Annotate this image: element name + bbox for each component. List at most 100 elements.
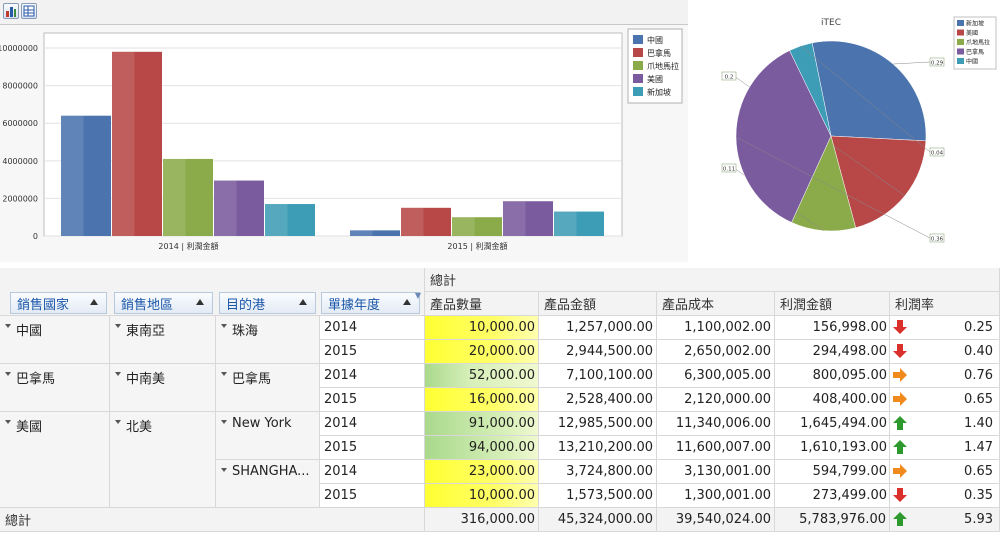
bar[interactable] xyxy=(61,115,111,236)
rate-cell[interactable]: 0.65 xyxy=(890,388,1000,412)
row-header-country[interactable]: 中國 xyxy=(0,316,110,364)
collapse-icon[interactable] xyxy=(115,372,121,376)
collapse-icon[interactable] xyxy=(221,468,227,472)
qty-cell[interactable]: 94,000.00 xyxy=(425,436,539,460)
collapse-icon[interactable] xyxy=(5,372,11,376)
profit-cell[interactable]: 156,998.00 xyxy=(775,316,890,340)
rate-cell[interactable]: 0.76 xyxy=(890,364,1000,388)
collapse-icon[interactable] xyxy=(221,420,227,424)
rate-cell[interactable]: 0.65 xyxy=(890,460,1000,484)
row-header-year[interactable]: 2014 xyxy=(320,412,425,436)
row-header-region[interactable]: 北美 xyxy=(110,412,216,508)
profit-cell[interactable]: 294,498.00 xyxy=(775,340,890,364)
amount-cell[interactable]: 1,573,500.00 xyxy=(539,484,657,508)
cost-cell[interactable]: 11,340,006.00 xyxy=(657,412,775,436)
amount-cell[interactable]: 1,257,000.00 xyxy=(539,316,657,340)
collapse-icon[interactable] xyxy=(115,420,121,424)
row-header-region[interactable]: 中南美 xyxy=(110,364,216,412)
bar[interactable] xyxy=(503,201,553,236)
cost-cell[interactable]: 1,100,002.00 xyxy=(657,316,775,340)
amount-cell[interactable]: 3,724,800.00 xyxy=(539,460,657,484)
total-amount[interactable]: 45,324,000.00 xyxy=(539,508,657,532)
row-header-year[interactable]: 2014 xyxy=(320,460,425,484)
bar-chart-icon[interactable] xyxy=(3,3,19,19)
bar[interactable] xyxy=(554,211,604,236)
qty-cell[interactable]: 52,000.00 xyxy=(425,364,539,388)
rate-cell[interactable]: 0.35 xyxy=(890,484,1000,508)
qty-cell[interactable]: 23,000.00 xyxy=(425,460,539,484)
collapse-icon[interactable] xyxy=(5,324,11,328)
collapse-icon[interactable] xyxy=(221,324,227,328)
sort-ascending-icon[interactable] xyxy=(299,299,307,305)
column-header[interactable]: 產品金額 xyxy=(539,292,657,316)
profit-cell[interactable]: 594,799.00 xyxy=(775,460,890,484)
column-header[interactable]: 產品數量 xyxy=(425,292,539,316)
bar[interactable] xyxy=(350,230,400,236)
row-header-year[interactable]: 2014 xyxy=(320,364,425,388)
collapse-icon[interactable] xyxy=(115,324,121,328)
qty-cell[interactable]: 10,000.00 xyxy=(425,484,539,508)
bar[interactable] xyxy=(401,207,451,236)
pie-slice[interactable] xyxy=(811,40,927,142)
row-header-country[interactable]: 美國 xyxy=(0,412,110,508)
total-rate[interactable]: 5.93 xyxy=(890,508,1000,532)
cost-cell[interactable]: 6,300,005.00 xyxy=(657,364,775,388)
column-header[interactable]: 產品成本 xyxy=(657,292,775,316)
row-header-port[interactable]: 巴拿馬 xyxy=(216,364,320,412)
qty-cell[interactable]: 20,000.00 xyxy=(425,340,539,364)
cost-cell[interactable]: 11,600,007.00 xyxy=(657,436,775,460)
profit-cell[interactable]: 408,400.00 xyxy=(775,388,890,412)
row-field-button[interactable]: 銷售地區 xyxy=(114,292,213,314)
cost-cell[interactable]: 3,130,001.00 xyxy=(657,460,775,484)
row-field-button[interactable]: 銷售國家 xyxy=(10,292,107,314)
qty-cell[interactable]: 91,000.00 xyxy=(425,412,539,436)
profit-cell[interactable]: 1,610,193.00 xyxy=(775,436,890,460)
profit-cell[interactable]: 800,095.00 xyxy=(775,364,890,388)
amount-cell[interactable]: 12,985,500.00 xyxy=(539,412,657,436)
row-header-country[interactable]: 巴拿馬 xyxy=(0,364,110,412)
bar[interactable] xyxy=(452,217,502,236)
row-field-button[interactable]: 目的港 xyxy=(219,292,316,314)
cost-cell[interactable]: 2,650,002.00 xyxy=(657,340,775,364)
total-profit[interactable]: 5,783,976.00 xyxy=(775,508,890,532)
row-header-year[interactable]: 2015 xyxy=(320,484,425,508)
qty-cell[interactable]: 16,000.00 xyxy=(425,388,539,412)
row-header-port[interactable]: New York xyxy=(216,412,320,460)
column-header[interactable]: 利潤金額 xyxy=(775,292,890,316)
row-header-year[interactable]: 2014 xyxy=(320,316,425,340)
row-field-button[interactable]: 單據年度 ▼ xyxy=(321,291,421,314)
column-header[interactable]: 利潤率 xyxy=(890,292,1000,316)
pie-slice[interactable] xyxy=(789,42,832,137)
row-header-year[interactable]: 2015 xyxy=(320,340,425,364)
bar[interactable] xyxy=(214,180,264,236)
bar[interactable] xyxy=(163,158,213,236)
qty-cell[interactable]: 10,000.00 xyxy=(425,316,539,340)
row-header-year[interactable]: 2015 xyxy=(320,436,425,460)
bar[interactable] xyxy=(265,204,315,236)
row-header-port[interactable]: SHANGHA... xyxy=(216,460,320,508)
profit-cell[interactable]: 1,645,494.00 xyxy=(775,412,890,436)
rate-cell[interactable]: 1.40 xyxy=(890,412,1000,436)
total-qty[interactable]: 316,000.00 xyxy=(425,508,539,532)
row-header-year[interactable]: 2015 xyxy=(320,388,425,412)
bar[interactable] xyxy=(112,51,162,236)
filter-icon[interactable]: ▼ xyxy=(414,291,421,300)
cost-cell[interactable]: 1,300,001.00 xyxy=(657,484,775,508)
amount-cell[interactable]: 7,100,100.00 xyxy=(539,364,657,388)
collapse-icon[interactable] xyxy=(5,420,11,424)
row-header-port[interactable]: 珠海 xyxy=(216,316,320,364)
amount-cell[interactable]: 2,944,500.00 xyxy=(539,340,657,364)
cost-cell[interactable]: 2,120,000.00 xyxy=(657,388,775,412)
sort-ascending-icon[interactable] xyxy=(196,299,204,305)
collapse-icon[interactable] xyxy=(221,372,227,376)
rate-cell[interactable]: 0.25 xyxy=(890,316,1000,340)
profit-cell[interactable]: 273,499.00 xyxy=(775,484,890,508)
grid-icon[interactable] xyxy=(21,3,37,19)
row-header-region[interactable]: 東南亞 xyxy=(110,316,216,364)
sort-ascending-icon[interactable] xyxy=(403,299,411,305)
rate-cell[interactable]: 0.40 xyxy=(890,340,1000,364)
amount-cell[interactable]: 13,210,200.00 xyxy=(539,436,657,460)
amount-cell[interactable]: 2,528,400.00 xyxy=(539,388,657,412)
total-cost[interactable]: 39,540,024.00 xyxy=(657,508,775,532)
sort-ascending-icon[interactable] xyxy=(90,299,98,305)
